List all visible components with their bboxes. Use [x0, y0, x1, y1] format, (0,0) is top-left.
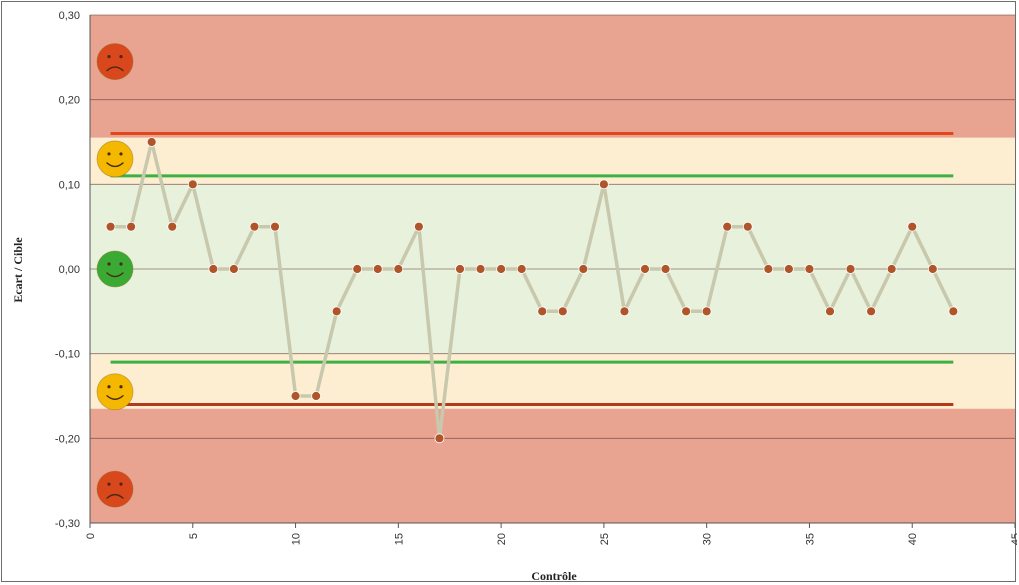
data-point: [516, 264, 527, 274]
data-point: [866, 306, 877, 317]
data-point: [660, 264, 671, 274]
face-eye: [119, 54, 123, 59]
zone-band-sad: [90, 15, 1015, 138]
data-point: [228, 264, 239, 274]
data-point: [886, 264, 897, 274]
y-axis-title: Ecart / Cible: [11, 237, 25, 303]
data-point: [742, 221, 753, 232]
data-point: [825, 306, 835, 317]
series-line: [110, 140, 955, 441]
face-eye: [107, 482, 111, 486]
x-tick-label: 25: [599, 533, 611, 545]
face-eye: [107, 385, 111, 389]
data-point: [105, 221, 116, 232]
face-eye: [107, 152, 111, 156]
data-point: [578, 264, 589, 274]
y-tick-label: -0,10: [55, 349, 80, 361]
axes-layer: 0,30 0,20 0,10 0,00 -0,10 -0,20 -0,30 0 5 10 15 20 2…: [55, 10, 1017, 545]
data-point: [557, 306, 568, 317]
neutral-face-icon: [96, 140, 134, 178]
data-point: [290, 391, 301, 401]
data-point: [434, 433, 445, 444]
data-point: [475, 264, 486, 274]
data-point: [701, 306, 712, 317]
x-tick-label: 35: [804, 533, 816, 545]
y-tick-label: -0,30: [55, 518, 80, 530]
data-point: [167, 221, 178, 232]
data-point: [249, 221, 260, 232]
data-point: [496, 264, 507, 274]
face-circle: [96, 250, 134, 288]
x-tick-label: 10: [291, 533, 303, 545]
data-point: [907, 221, 918, 232]
face-eye: [107, 54, 111, 59]
face-circle: [96, 140, 134, 178]
x-tick-label: 30: [702, 533, 714, 545]
x-tick-label: 40: [907, 533, 919, 545]
x-tick-label: 5: [188, 533, 200, 539]
x-tick-label: 45: [1010, 533, 1017, 545]
face-eye: [119, 385, 123, 389]
data-point: [126, 221, 137, 232]
data-point: [598, 179, 609, 190]
face-eye: [107, 262, 111, 266]
data-point: [763, 264, 774, 274]
y-tick-label: -0,20: [55, 433, 80, 445]
data-point: [783, 264, 794, 274]
x-axis-title: Contrôle: [531, 569, 577, 583]
series-layer: [105, 137, 959, 444]
data-point: [393, 264, 404, 274]
control-limits-layer: [110, 132, 954, 406]
face-circle: [96, 43, 134, 80]
data-point: [146, 137, 157, 147]
data-point: [270, 221, 280, 232]
face-mouth: [106, 272, 124, 278]
x-tick-label: 20: [496, 533, 508, 545]
sad-face-icon: [96, 43, 134, 80]
sad-face-icon: [96, 470, 134, 508]
zone-band-sad: [90, 408, 1015, 523]
face-eye: [119, 152, 123, 156]
data-point: [927, 264, 938, 274]
y-tick-label: 0,00: [59, 264, 80, 276]
face-mouth: [106, 162, 124, 168]
y-tick-label: 0,10: [59, 179, 80, 191]
data-point: [208, 264, 219, 274]
data-point: [722, 221, 733, 232]
smiley-layer: [96, 43, 134, 508]
data-point: [331, 306, 342, 317]
data-point: [681, 306, 692, 317]
data-point: [311, 391, 322, 401]
y-tick-label: 0,30: [59, 10, 80, 22]
face-eye: [119, 262, 123, 266]
data-point: [372, 264, 383, 274]
x-tick-label: 0: [85, 533, 97, 539]
data-point: [804, 264, 815, 274]
face-eye: [119, 482, 123, 486]
data-point: [845, 264, 856, 274]
data-point: [352, 264, 363, 274]
data-point: [413, 221, 424, 232]
face-circle: [96, 373, 134, 411]
data-point: [619, 306, 630, 317]
neutral-face-icon: [96, 373, 134, 411]
face-mouth: [106, 66, 124, 72]
face-circle: [96, 470, 134, 508]
data-point: [187, 179, 198, 190]
data-point: [537, 306, 548, 317]
data-point: [948, 306, 959, 317]
face-mouth: [106, 493, 124, 499]
y-tick-label: 0,20: [59, 95, 80, 107]
data-point: [640, 264, 650, 274]
face-mouth: [106, 395, 124, 400]
happy-face-icon: [96, 250, 134, 288]
data-point: [455, 264, 465, 274]
x-tick-label: 15: [393, 533, 405, 545]
